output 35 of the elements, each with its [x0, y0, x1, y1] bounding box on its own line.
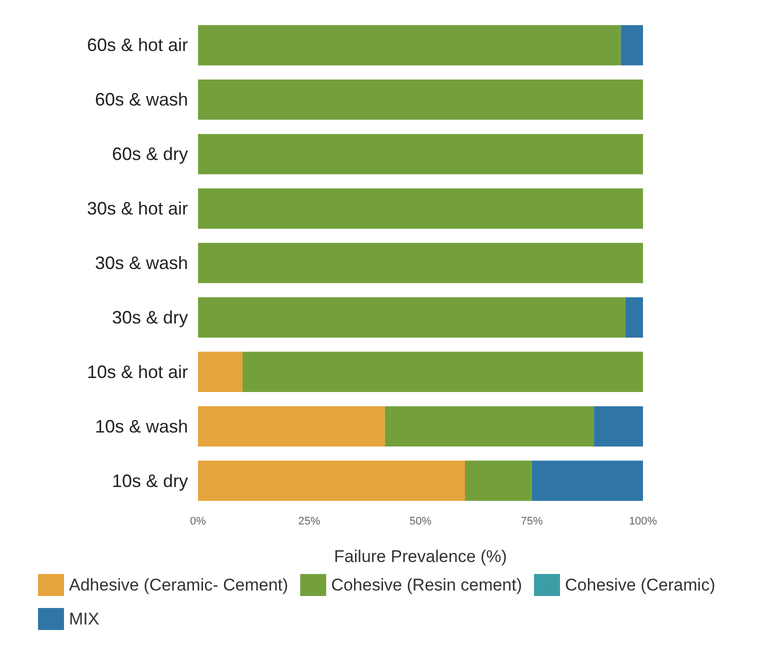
y-tick-label: 60s & wash — [94, 90, 188, 110]
bar — [198, 25, 621, 66]
bar — [198, 188, 643, 229]
y-tick-label: 30s & hot air — [86, 198, 188, 219]
bar — [198, 80, 643, 120]
y-tick-label: 30s & wash — [94, 253, 188, 273]
y-tick-label: 10s & wash — [94, 416, 188, 436]
legend-label: MIX — [69, 610, 100, 628]
x-axis-title: Failure Prevalence (%) — [334, 547, 507, 566]
y-tick-label: 10s & dry — [112, 470, 188, 491]
x-tick-label: 0% — [190, 516, 206, 528]
bar — [594, 406, 643, 446]
bar — [384, 406, 594, 446]
bar — [198, 406, 385, 446]
y-tick-label: 60s & dry — [112, 144, 188, 164]
bar — [198, 134, 643, 174]
bar — [465, 460, 532, 501]
bar — [198, 242, 643, 284]
legend-label: Adhesive (Ceramic- Cement) — [69, 576, 288, 594]
bar — [625, 297, 643, 338]
bar — [198, 352, 242, 392]
bar — [242, 352, 643, 392]
bar — [198, 297, 626, 338]
legend-label: Cohesive (Ceramic) — [565, 576, 716, 594]
x-tick-label: 100% — [628, 516, 658, 528]
y-tick-label: 10s & hot air — [86, 362, 188, 382]
y-tick-label: 60s & hot air — [86, 35, 188, 56]
x-tick-label: 75% — [520, 516, 543, 528]
bar — [198, 460, 465, 501]
y-tick-label: 30s & dry — [112, 307, 188, 328]
legend-label: Cohesive (Resin cement) — [331, 576, 522, 594]
bar — [532, 460, 643, 501]
bar — [620, 25, 643, 66]
x-tick-label: 50% — [409, 516, 432, 528]
x-tick-label: 25% — [298, 516, 320, 528]
